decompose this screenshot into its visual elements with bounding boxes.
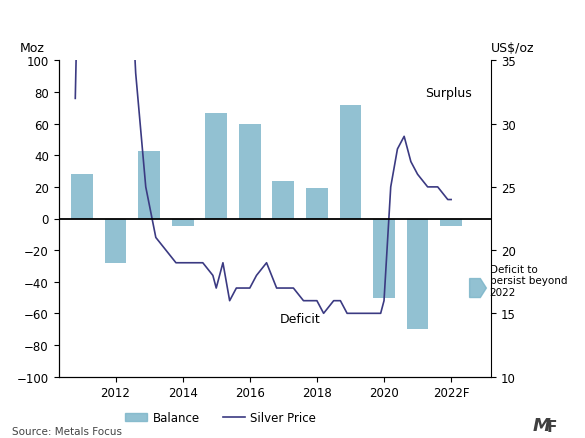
- Text: F: F: [547, 419, 558, 434]
- Text: Moz: Moz: [19, 42, 44, 55]
- Text: Deficit to
persist beyond
2022: Deficit to persist beyond 2022: [490, 264, 567, 297]
- Text: M: M: [532, 416, 550, 434]
- Bar: [273, 181, 294, 219]
- Text: Surplus: Surplus: [425, 87, 472, 99]
- Text: Source: Metals Focus: Source: Metals Focus: [12, 426, 122, 436]
- Bar: [441, 219, 462, 227]
- Text: A New Phase, of Uninterrupted Deficits: A New Phase, of Uninterrupted Deficits: [122, 17, 463, 35]
- Bar: [407, 219, 428, 329]
- Bar: [105, 219, 126, 263]
- Bar: [339, 106, 362, 219]
- Bar: [205, 113, 227, 219]
- Bar: [239, 124, 261, 219]
- Bar: [71, 175, 93, 219]
- Bar: [373, 219, 395, 298]
- Bar: [138, 151, 160, 219]
- Text: Deficit: Deficit: [280, 312, 321, 325]
- Bar: [306, 189, 328, 219]
- Legend: Balance, Silver Price: Balance, Silver Price: [121, 407, 321, 429]
- Text: US$/oz: US$/oz: [491, 42, 535, 55]
- FancyArrow shape: [470, 279, 486, 298]
- Bar: [172, 219, 194, 227]
